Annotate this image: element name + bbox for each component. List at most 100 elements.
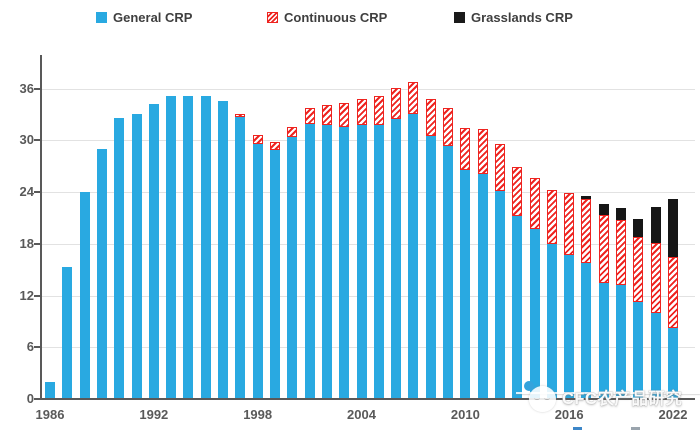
watermark-strikethrough-line <box>516 392 700 394</box>
bar-segment-continuous-2006 <box>391 87 402 119</box>
bar-segment-general-1999 <box>269 149 280 399</box>
bar-segment-general-2004 <box>356 124 367 399</box>
bar-segment-continuous-2013 <box>512 167 523 217</box>
grasslands-crp-swatch-icon <box>454 11 465 23</box>
watermark-eye-right <box>544 396 550 400</box>
gridline-36 <box>42 88 695 90</box>
bar-segment-general-1996 <box>218 100 229 399</box>
bar-segment-general-2012 <box>494 191 505 399</box>
gridline-30 <box>42 140 695 142</box>
bar-segment-continuous-2018 <box>598 215 609 284</box>
y-tick-mark-36 <box>34 87 41 90</box>
bar-segment-general-1994 <box>183 96 194 399</box>
x-tick-label-2010: 2010 <box>450 407 480 422</box>
bar-segment-continuous-2021 <box>650 242 661 313</box>
bar-segment-general-2009 <box>443 145 454 399</box>
bar-segment-general-1990 <box>114 117 125 399</box>
bar-segment-continuous-2014 <box>529 178 540 230</box>
bar-segment-general-2001 <box>304 123 315 399</box>
bar-segment-continuous-2016 <box>564 192 575 256</box>
bar-segment-general-2022 <box>668 328 679 399</box>
y-tick-mark-12 <box>34 294 41 297</box>
legend-item-general: General CRP <box>96 9 192 25</box>
bar-segment-general-2020 <box>633 302 644 399</box>
y-tick-mark-6 <box>34 346 41 349</box>
legend-item-continuous: Continuous CRP <box>267 9 387 25</box>
x-axis-line <box>40 398 695 400</box>
bar-segment-continuous-2012 <box>494 143 505 192</box>
bar-segment-general-1986 <box>45 381 55 399</box>
bar-segment-continuous-2015 <box>546 189 557 244</box>
x-tick-label-2004: 2004 <box>347 407 376 422</box>
bar-segment-general-2019 <box>616 285 627 399</box>
bar-segment-general-2005 <box>373 124 384 399</box>
watermark-text: CFC农产品研究 <box>562 390 683 408</box>
bar-segment-general-2013 <box>512 216 523 399</box>
y-tick-label-6: 6 <box>26 339 34 355</box>
y-tick-mark-30 <box>34 139 41 142</box>
bar-segment-general-2008 <box>425 136 436 399</box>
legend-item-grasslands: Grasslands CRP <box>454 9 573 25</box>
y-tick-label-18: 18 <box>19 235 34 251</box>
bar-segment-general-1989 <box>96 148 107 399</box>
bar-segment-grasslands-2017 <box>581 196 592 199</box>
bar-segment-continuous-2022 <box>668 256 679 329</box>
bar-segment-grasslands-2019 <box>616 207 627 220</box>
x-tick-label-1992: 1992 <box>139 407 169 422</box>
plot-area <box>42 55 695 399</box>
x-tick-label-1998: 1998 <box>243 407 273 422</box>
bar-segment-continuous-2011 <box>477 129 488 174</box>
bar-segment-general-2016 <box>564 255 575 399</box>
continuous-crp-swatch-icon <box>267 11 278 23</box>
bar-segment-continuous-2007 <box>408 81 419 115</box>
y-tick-label-12: 12 <box>19 287 34 303</box>
bar-segment-continuous-2005 <box>373 96 384 125</box>
bar-segment-general-2011 <box>477 173 488 399</box>
gridline-12 <box>42 295 695 297</box>
bar-segment-general-2015 <box>546 243 557 399</box>
bar-segment-continuous-2010 <box>460 128 471 170</box>
watermark-artifact-dash-1 <box>573 427 582 430</box>
bar-segment-general-1992 <box>148 104 159 399</box>
watermark-artifact-dash-2 <box>631 427 640 430</box>
bar-segment-general-2003 <box>339 126 350 399</box>
legend-label-grasslands: Grasslands CRP <box>471 9 573 25</box>
bar-segment-general-1998 <box>252 143 263 399</box>
legend-label-general: General CRP <box>113 9 193 25</box>
gridline-24 <box>42 192 695 194</box>
gridline-18 <box>42 243 695 245</box>
bar-segment-continuous-2019 <box>616 219 627 286</box>
x-tick-label-2016: 2016 <box>554 407 584 422</box>
legend-label-continuous: Continuous CRP <box>284 9 388 25</box>
bar-segment-continuous-1997 <box>235 113 246 118</box>
bar-segment-general-2010 <box>460 169 471 399</box>
gridline-6 <box>42 347 695 349</box>
bar-segment-general-2002 <box>321 124 332 399</box>
bar-segment-grasslands-2018 <box>598 204 609 216</box>
bar-segment-continuous-1998 <box>252 135 263 144</box>
bar-segment-continuous-2020 <box>633 236 644 303</box>
bar-segment-continuous-2002 <box>321 105 332 125</box>
y-tick-mark-0 <box>34 398 41 400</box>
bar-segment-general-1988 <box>79 192 90 399</box>
bar-segment-general-1997 <box>235 117 246 399</box>
bar-segment-grasslands-2020 <box>633 218 644 237</box>
watermark-logo-icon <box>524 381 558 412</box>
watermark-blue-dot <box>524 381 534 391</box>
bar-segment-grasslands-2022 <box>668 198 679 257</box>
y-tick-mark-18 <box>34 242 41 245</box>
bar-segment-general-2007 <box>408 114 419 399</box>
y-tick-label-24: 24 <box>19 184 34 200</box>
y-tick-mark-24 <box>34 191 41 194</box>
y-tick-label-30: 30 <box>19 132 34 148</box>
bar-segment-continuous-2009 <box>443 107 454 146</box>
bar-segment-continuous-2017 <box>581 198 592 263</box>
y-tick-label-0: 0 <box>26 391 34 406</box>
general-crp-swatch-icon <box>96 11 107 23</box>
x-tick-label-2022: 2022 <box>658 407 688 422</box>
bar-segment-grasslands-2021 <box>650 206 661 243</box>
bar-segment-general-2000 <box>287 136 298 399</box>
bar-segment-continuous-2003 <box>339 103 350 127</box>
bar-segment-continuous-2008 <box>425 98 436 137</box>
